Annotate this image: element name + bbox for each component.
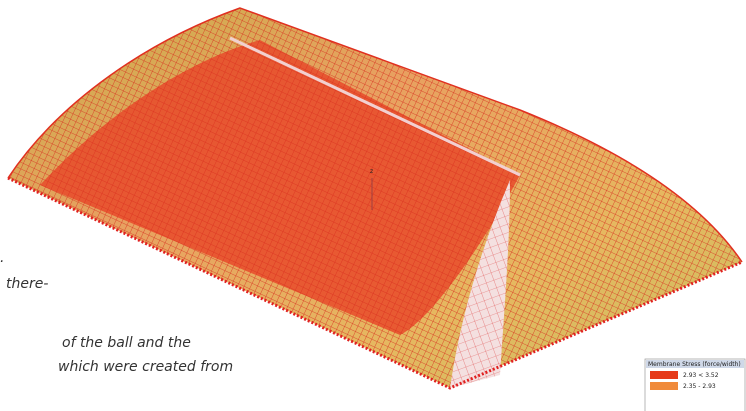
text-line: there- — [6, 276, 48, 292]
text-line: of the ball and the — [62, 335, 191, 351]
text-line: which were created from — [58, 359, 233, 375]
legend: Membrane Stress (force/width) 2.93 < 3.5… — [644, 358, 746, 411]
legend-row: 2.35 - 2.93 — [683, 383, 716, 390]
axis-label: z — [370, 168, 373, 175]
text-fragment: . — [0, 250, 4, 266]
legend-row: 2.93 < 3.52 — [683, 372, 719, 379]
roof-mesh — [7, 7, 743, 390]
legend-title: Membrane Stress (force/width) — [648, 361, 741, 368]
